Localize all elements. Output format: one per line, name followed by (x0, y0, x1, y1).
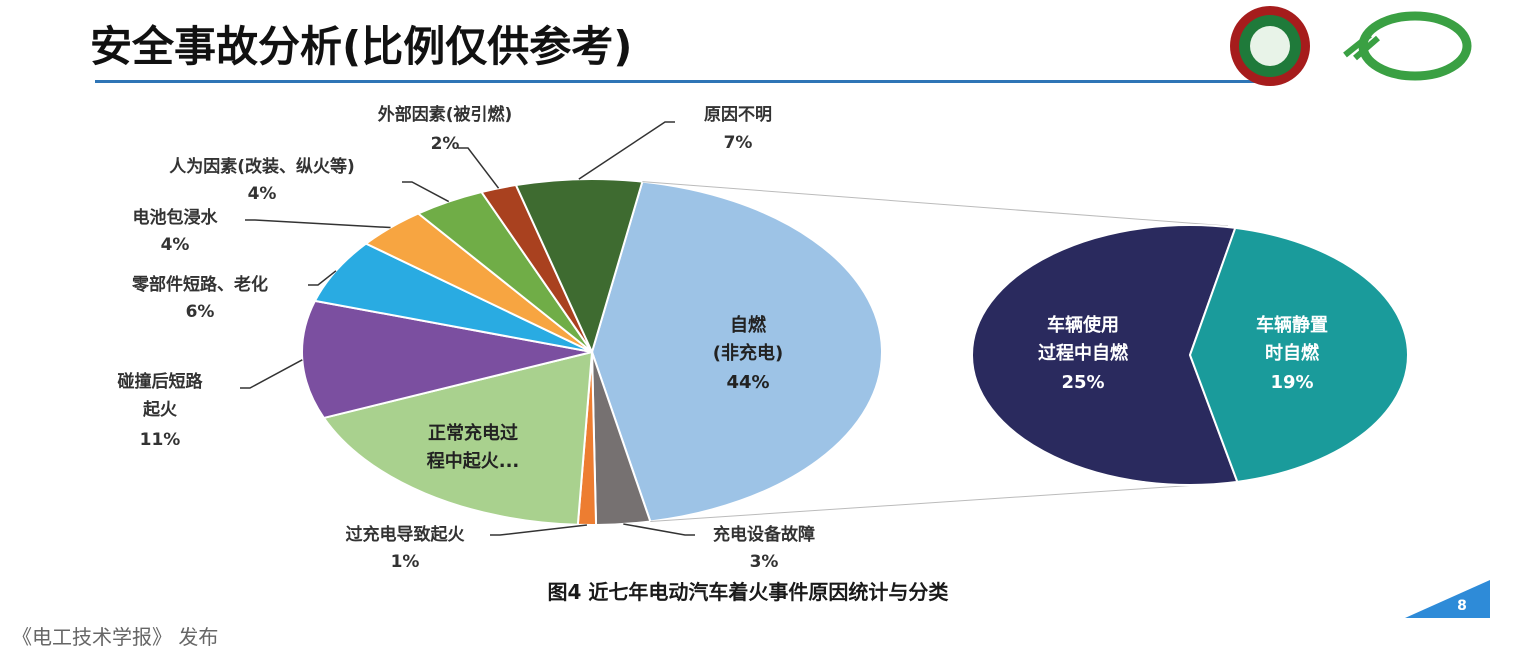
slice-label: 自燃 (非充电) (712, 315, 784, 364)
page-number: 8 (1457, 598, 1467, 614)
page-title: 安全事故分析(比例仅供参考) (90, 22, 633, 71)
slice-label: 人为因素(改装、纵火等) (169, 157, 355, 177)
value-label: 4% (160, 235, 190, 255)
slice-label: 充电设备故障 (713, 525, 815, 545)
value-label: 1% (390, 552, 420, 572)
value-label: 44% (726, 372, 770, 393)
value-label: 7% (723, 133, 753, 153)
slice-label: 正常充电过 程中起火... (426, 423, 520, 472)
source-note: 《电工技术学报》 发布 (12, 625, 219, 649)
leader-line (308, 270, 337, 286)
leader-line (623, 523, 695, 536)
leader-line (458, 147, 500, 189)
value-label: 6% (185, 302, 215, 322)
breakdown-label: 车辆使用 过程中自燃 (1038, 315, 1128, 364)
pie-slice (590, 180, 883, 523)
connector-line (650, 482, 1229, 522)
breakdown-label: 车辆静置 时自燃 (1256, 315, 1328, 364)
slice-label: 外部因素(被引燃) (377, 105, 513, 125)
leader-line (402, 181, 450, 203)
chart-caption: 图4 近七年电动汽车着火事件原因统计与分类 (547, 580, 949, 604)
logo-university (1230, 6, 1310, 86)
value-label: 4% (247, 184, 277, 204)
leader-line (245, 219, 391, 229)
slice-label: 碰撞后短路 起火 (117, 372, 203, 420)
pie-slice (322, 350, 594, 526)
value-label: 11% (139, 430, 181, 450)
title-rule (95, 80, 1258, 83)
page-number-badge (1405, 580, 1490, 618)
value-label: 3% (749, 552, 779, 572)
logo-ev (1343, 11, 1472, 81)
pie-slice (514, 178, 644, 355)
breakdown-value-label: 25% (1061, 372, 1105, 393)
pie-slice (970, 224, 1239, 486)
leader-line (240, 359, 303, 389)
connector-line (642, 181, 1229, 227)
value-label: 2% (430, 134, 460, 154)
leader-line (578, 121, 675, 180)
slice-label: 电池包浸水 (132, 208, 218, 228)
pie-slice (301, 299, 593, 420)
slice-label: 过充电导致起火 (345, 525, 465, 545)
leader-line (490, 524, 588, 536)
pie-slice (1188, 226, 1409, 483)
slice-label: 零部件短路、老化 (132, 275, 268, 295)
slice-label: 原因不明 (704, 105, 772, 125)
breakdown-value-label: 19% (1270, 372, 1314, 393)
